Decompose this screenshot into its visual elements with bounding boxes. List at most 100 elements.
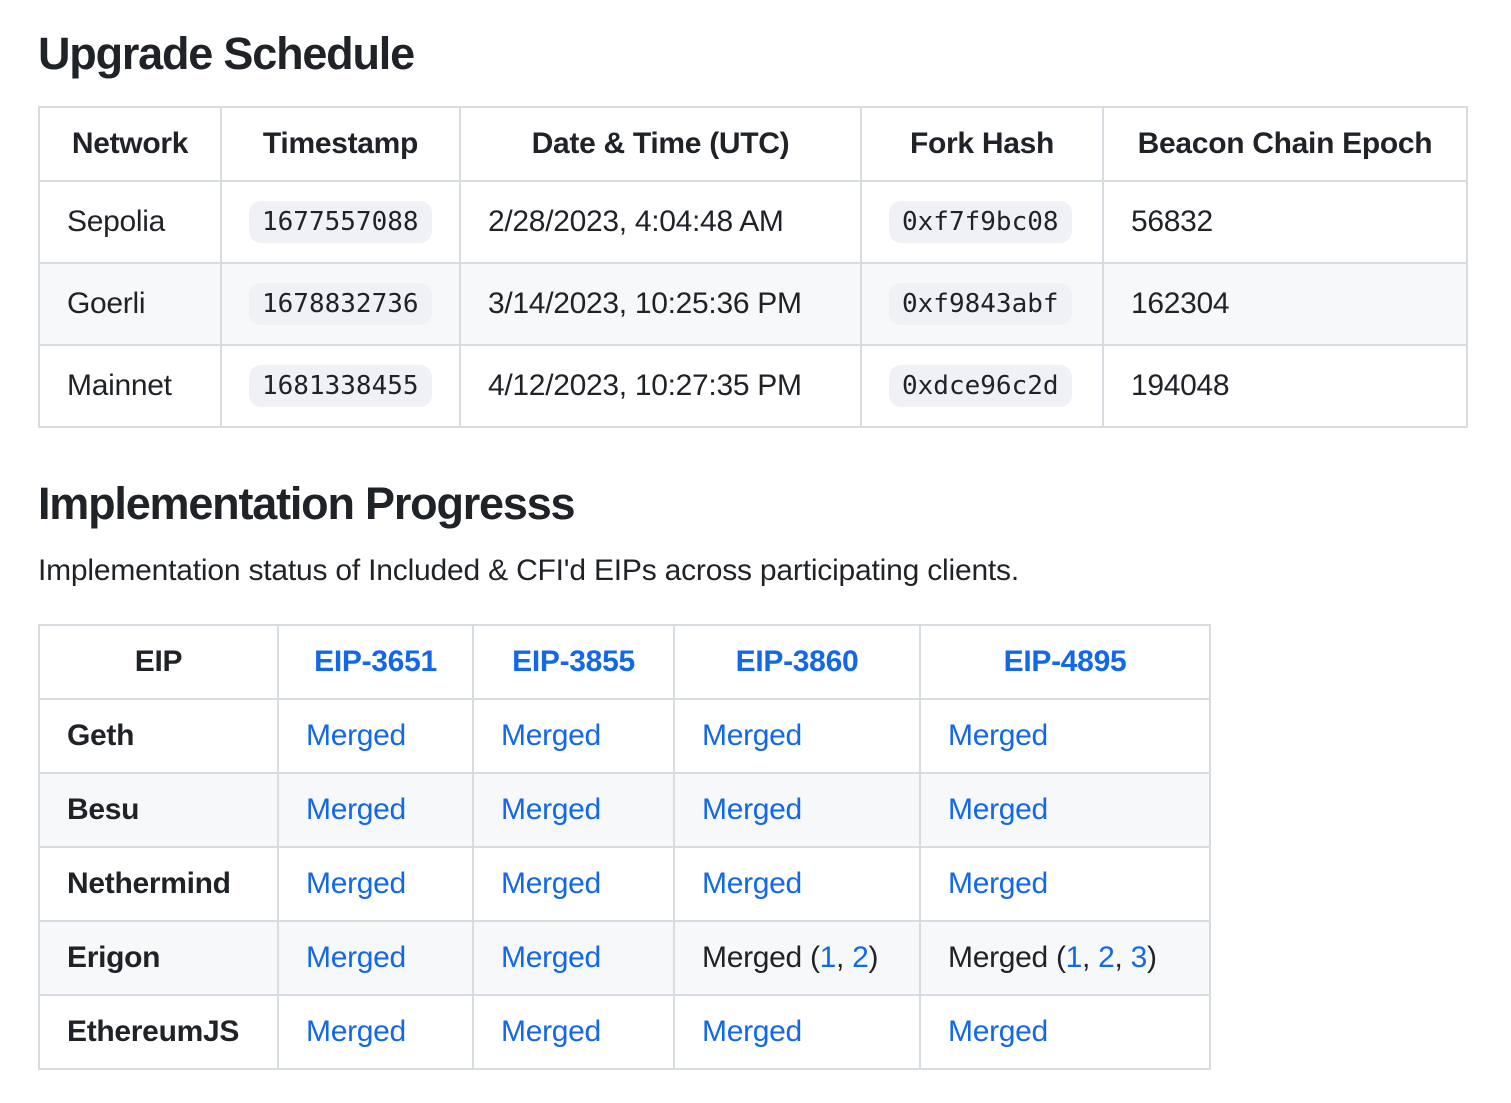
merged-link[interactable]: Merged xyxy=(702,719,802,752)
upgrade-schedule-table: Network Timestamp Date & Time (UTC) Fork… xyxy=(38,106,1468,428)
eip-3651-link[interactable]: EIP-3651 xyxy=(314,645,437,678)
pr-link-3[interactable]: 3 xyxy=(1130,941,1148,974)
status-cell: Merged xyxy=(673,846,921,922)
eip-3855-link[interactable]: EIP-3855 xyxy=(512,645,635,678)
pr-link-2[interactable]: 2 xyxy=(1098,941,1115,974)
client-name: Nethermind xyxy=(67,867,231,900)
pr-link-1[interactable]: 1 xyxy=(819,941,837,974)
beacon-epoch-cell: 162304 xyxy=(1102,262,1468,346)
merged-prefix: Merged ( xyxy=(702,941,820,974)
implementation-progress-table-head: EIP EIP-3651 EIP-3855 EIP-3860 EIP-4895 xyxy=(38,624,1211,700)
network-cell: Mainnet xyxy=(38,344,222,428)
table-row-ethereumjs: EthereumJS Merged Merged Merged Merged xyxy=(38,994,1211,1070)
status-cell: Merged xyxy=(919,772,1211,848)
pr-link-2[interactable]: 2 xyxy=(852,941,869,974)
status-cell: Merged xyxy=(919,698,1211,774)
status-cell: Merged xyxy=(919,846,1211,922)
table-row-nethermind: Nethermind Merged Merged Merged Merged xyxy=(38,846,1211,922)
pr-link-1[interactable]: 1 xyxy=(1065,941,1083,974)
status-cell: Merged xyxy=(472,772,675,848)
merged-link[interactable]: Merged xyxy=(948,867,1048,900)
merged-link[interactable]: Merged xyxy=(501,793,601,826)
timestamp-code-chip: 1677557088 xyxy=(249,201,432,243)
client-cell: EthereumJS xyxy=(38,994,279,1070)
datetime-cell: 2/28/2023, 4:04:48 AM xyxy=(459,180,862,264)
datetime-cell: 3/14/2023, 10:25:36 PM xyxy=(459,262,862,346)
table-row-mainnet: Mainnet 1681338455 4/12/2023, 10:27:35 P… xyxy=(38,344,1468,428)
implementation-progress-heading: Implementation Progresss xyxy=(38,478,576,529)
merged-link[interactable]: Merged xyxy=(306,867,406,900)
column-header-datetime: Date & Time (UTC) xyxy=(459,106,862,182)
upgrade-schedule-table-body: Sepolia 1677557088 2/28/2023, 4:04:48 AM… xyxy=(38,180,1468,428)
column-header-beacon-epoch: Beacon Chain Epoch xyxy=(1102,106,1468,182)
beacon-epoch-cell: 56832 xyxy=(1102,180,1468,264)
column-header-fork-hash: Fork Hash xyxy=(860,106,1104,182)
status-cell: Merged xyxy=(919,994,1211,1070)
timestamp-cell: 1677557088 xyxy=(220,180,461,264)
table-row-geth: Geth Merged Merged Merged Merged xyxy=(38,698,1211,774)
merged-link[interactable]: Merged xyxy=(501,941,601,974)
timestamp-code-chip: 1681338455 xyxy=(249,365,432,407)
table-row-erigon: Erigon Merged Merged Merged (1, 2) Merge… xyxy=(38,920,1211,996)
beacon-epoch-cell: 194048 xyxy=(1102,344,1468,428)
fork-hash-cell: 0xdce96c2d xyxy=(860,344,1104,428)
status-cell: Merged xyxy=(472,994,675,1070)
client-name: Geth xyxy=(67,719,135,752)
implementation-progress-table: EIP EIP-3651 EIP-3855 EIP-3860 EIP-4895 … xyxy=(38,624,1211,1070)
timestamp-cell: 1678832736 xyxy=(220,262,461,346)
status-cell: Merged xyxy=(472,920,675,996)
separator: , xyxy=(1082,941,1099,974)
merged-link[interactable]: Merged xyxy=(702,793,802,826)
column-header-eip-3651: EIP-3651 xyxy=(277,624,474,700)
header-row: Network Timestamp Date & Time (UTC) Fork… xyxy=(38,106,1468,182)
merged-link[interactable]: Merged xyxy=(306,1015,406,1048)
fork-hash-code-chip: 0xf7f9bc08 xyxy=(889,201,1072,243)
datetime-cell: 4/12/2023, 10:27:35 PM xyxy=(459,344,862,428)
status-cell: Merged xyxy=(277,698,474,774)
timestamp-cell: 1681338455 xyxy=(220,344,461,428)
client-cell: Besu xyxy=(38,772,279,848)
merged-link[interactable]: Merged xyxy=(306,719,406,752)
separator: , xyxy=(1114,941,1131,974)
fork-hash-code-chip: 0xf9843abf xyxy=(889,283,1072,325)
header-row: EIP EIP-3651 EIP-3855 EIP-3860 EIP-4895 xyxy=(38,624,1211,700)
merged-link[interactable]: Merged xyxy=(306,793,406,826)
eip-4895-link[interactable]: EIP-4895 xyxy=(1003,645,1127,678)
column-header-eip-3860: EIP-3860 xyxy=(673,624,921,700)
merged-link[interactable]: Merged xyxy=(501,867,601,900)
status-cell: Merged xyxy=(277,994,474,1070)
status-cell: Merged xyxy=(673,994,921,1070)
column-header-eip-3855: EIP-3855 xyxy=(472,624,675,700)
client-name: Besu xyxy=(67,793,140,826)
merged-link[interactable]: Merged xyxy=(948,719,1048,752)
status-cell-merged-with-prs: Merged (1, 2) xyxy=(673,920,921,996)
merged-link[interactable]: Merged xyxy=(306,941,406,974)
implementation-progress-description: Implementation status of Included & CFI'… xyxy=(38,554,1019,587)
client-cell: Nethermind xyxy=(38,846,279,922)
column-header-eip: EIP xyxy=(38,624,279,700)
merged-link[interactable]: Merged xyxy=(501,1015,601,1048)
merged-suffix: ) xyxy=(1146,941,1157,974)
table-row-goerli: Goerli 1678832736 3/14/2023, 10:25:36 PM… xyxy=(38,262,1468,346)
merged-link[interactable]: Merged xyxy=(702,867,802,900)
status-cell: Merged xyxy=(673,772,921,848)
merged-prefix: Merged ( xyxy=(948,941,1066,974)
network-cell: Sepolia xyxy=(38,180,222,264)
implementation-progress-table-body: Geth Merged Merged Merged Merged Besu Me… xyxy=(38,698,1211,1070)
status-cell: Merged xyxy=(472,846,675,922)
table-row-sepolia: Sepolia 1677557088 2/28/2023, 4:04:48 AM… xyxy=(38,180,1468,264)
merged-link[interactable]: Merged xyxy=(702,1015,802,1048)
column-header-network: Network xyxy=(38,106,222,182)
merged-link[interactable]: Merged xyxy=(501,719,601,752)
table-row-besu: Besu Merged Merged Merged Merged xyxy=(38,772,1211,848)
column-header-eip-4895: EIP-4895 xyxy=(919,624,1211,700)
merged-link[interactable]: Merged xyxy=(948,1015,1048,1048)
merged-link[interactable]: Merged xyxy=(948,793,1048,826)
upgrade-schedule-table-head: Network Timestamp Date & Time (UTC) Fork… xyxy=(38,106,1468,182)
eip-3860-link[interactable]: EIP-3860 xyxy=(735,645,859,678)
fork-hash-cell: 0xf9843abf xyxy=(860,262,1104,346)
client-name: Erigon xyxy=(67,941,161,974)
status-cell: Merged xyxy=(673,698,921,774)
status-cell: Merged xyxy=(277,920,474,996)
timestamp-code-chip: 1678832736 xyxy=(249,283,432,325)
